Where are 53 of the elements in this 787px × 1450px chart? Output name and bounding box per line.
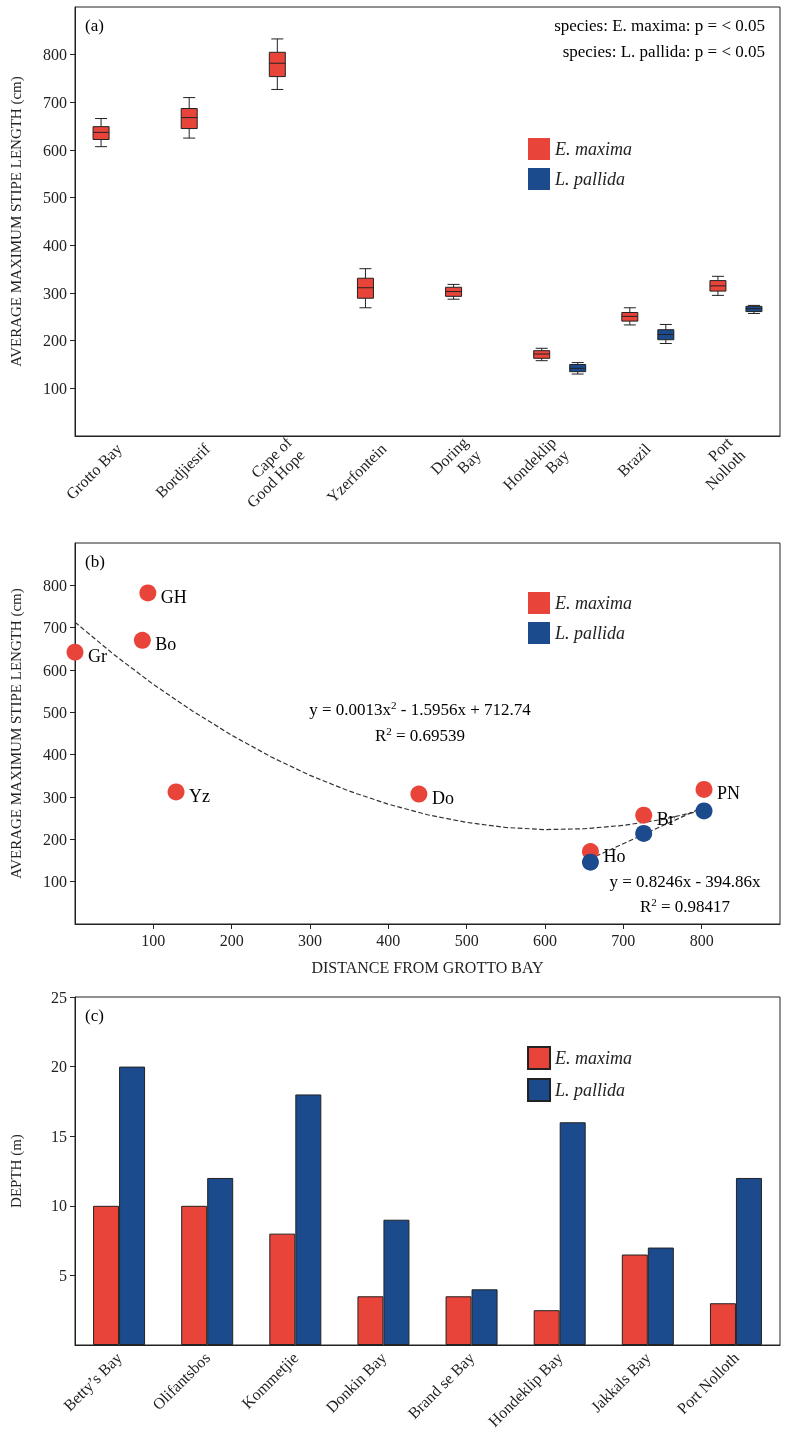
y-tick-label: 500 [43, 703, 67, 721]
x-tick-label: 300 [298, 931, 322, 949]
legend-label: E. maxima [554, 1048, 632, 1068]
x-tick-label: 100 [141, 931, 166, 949]
x-tick-label: 400 [376, 931, 401, 949]
y-tick-label: 600 [43, 661, 67, 679]
y-tick-label: 700 [43, 93, 67, 111]
legend-label: L. pallida [554, 169, 626, 189]
y-tick-label: 10 [51, 1197, 67, 1215]
annotation: GH [160, 586, 187, 607]
annotation: Br [656, 809, 675, 830]
y-tick-label: 100 [43, 379, 67, 397]
annotation: Gr [88, 646, 107, 667]
annotation: Ho [603, 845, 626, 866]
annotation: Yz [189, 785, 211, 806]
annotation: (b) [85, 552, 105, 571]
y-tick-label: 200 [43, 830, 67, 848]
y-axis-title: AVERAGE MAXIMUM STIPE LENGTH (cm) [7, 588, 25, 879]
x-tick-label: 800 [689, 931, 714, 949]
annotation: (c) [85, 1006, 104, 1025]
y-tick-label: 100 [43, 873, 67, 891]
y-tick-label: 300 [43, 284, 67, 302]
annotation: PN [717, 783, 741, 804]
y-axis-title: DEPTH (m) [7, 1134, 25, 1208]
annotation: Do [431, 788, 454, 809]
legend-label: E. maxima [554, 593, 632, 613]
y-tick-label: 600 [43, 141, 67, 159]
y-tick-label: 500 [43, 189, 67, 207]
annotation: y = 0.8246x - 394.86x [609, 871, 762, 891]
annotation: species: E. maxima: p = < 0.05 [554, 16, 765, 35]
x-tick-label: 500 [454, 931, 479, 949]
y-tick-label: 700 [43, 619, 67, 637]
y-tick-label: 400 [43, 746, 67, 764]
legend-label: L. pallida [554, 1080, 626, 1100]
x-tick-label: 700 [611, 931, 636, 949]
x-axis-title: DISTANCE FROM GROTTO BAY [311, 958, 544, 976]
annotation: Bo [155, 634, 177, 655]
y-tick-label: 800 [43, 576, 67, 594]
y-axis-title: AVERAGE MAXIMUM STIPE LENGTH (cm) [7, 76, 25, 367]
legend-label: E. maxima [554, 139, 632, 159]
y-tick-label: 800 [43, 46, 67, 64]
legend-label: L. pallida [554, 623, 626, 643]
y-tick-label: 20 [51, 1058, 67, 1076]
x-tick-label: 200 [219, 931, 244, 949]
y-tick-label: 25 [51, 988, 67, 1006]
y-tick-label: 200 [43, 332, 67, 350]
y-tick-label: 15 [51, 1127, 67, 1145]
annotation: species: L. pallida: p = < 0.05 [562, 42, 765, 61]
y-tick-label: 300 [43, 788, 67, 806]
y-tick-label: 5 [59, 1266, 67, 1284]
x-tick-label: 600 [533, 931, 557, 949]
annotation: (a) [85, 16, 104, 35]
y-tick-label: 400 [43, 236, 67, 254]
